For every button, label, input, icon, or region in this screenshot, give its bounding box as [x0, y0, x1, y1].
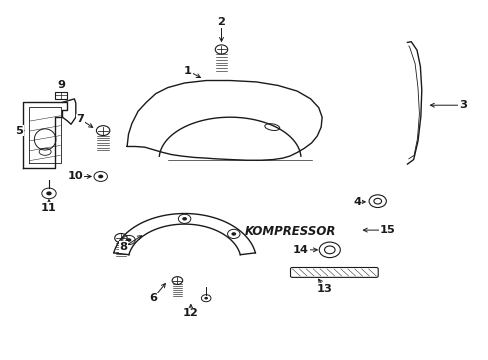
- Text: 11: 11: [41, 203, 57, 212]
- Text: 14: 14: [292, 245, 308, 255]
- Text: 6: 6: [149, 293, 157, 303]
- Text: 5: 5: [15, 126, 23, 136]
- Text: KOMPRESSOR: KOMPRESSOR: [244, 225, 335, 238]
- Text: 13: 13: [316, 284, 332, 294]
- Circle shape: [204, 297, 207, 300]
- Text: 4: 4: [352, 197, 360, 207]
- Circle shape: [126, 238, 131, 242]
- Text: 10: 10: [68, 171, 83, 181]
- Text: 1: 1: [183, 66, 191, 76]
- Circle shape: [231, 232, 236, 236]
- Text: 12: 12: [183, 309, 198, 318]
- Text: 3: 3: [458, 100, 466, 110]
- Text: 9: 9: [57, 80, 65, 90]
- Circle shape: [46, 192, 52, 195]
- Text: 2: 2: [217, 17, 225, 27]
- Circle shape: [98, 175, 103, 178]
- Text: 8: 8: [120, 242, 127, 252]
- Text: 15: 15: [379, 225, 394, 235]
- Circle shape: [182, 217, 186, 221]
- Text: 7: 7: [77, 114, 84, 124]
